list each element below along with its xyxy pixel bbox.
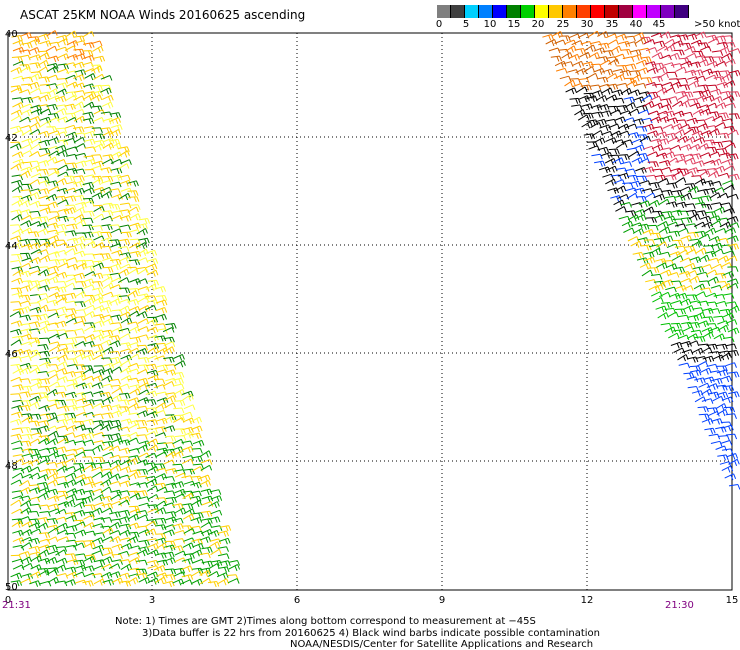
- lat-label: 40: [5, 29, 18, 40]
- map-title: ASCAT 25KM NOAA Winds 20160625 ascending: [20, 8, 306, 22]
- colorbar-label: 25: [556, 19, 570, 30]
- lon-label: 6: [294, 595, 300, 606]
- colorbar-label: 5: [462, 19, 470, 30]
- colorbar-cell: [563, 5, 577, 18]
- lat-label: 48: [5, 461, 18, 472]
- colorbar-cell: [661, 5, 675, 18]
- colorbar-cell: [465, 5, 479, 18]
- lon-label: 15: [726, 595, 739, 606]
- colorbar-label: 30: [580, 19, 594, 30]
- colorbar-cell: [605, 5, 619, 18]
- colorbar-cell: [507, 5, 521, 18]
- time-label-right: 21:30: [665, 600, 694, 611]
- colorbar-label: 15: [507, 19, 521, 30]
- colorbar-label: 20: [531, 19, 545, 30]
- lon-label: 12: [581, 595, 594, 606]
- lat-label: 44: [5, 241, 18, 252]
- colorbar-cell: [591, 5, 605, 18]
- colorbar-cell: [619, 5, 633, 18]
- colorbar-cell: [633, 5, 647, 18]
- colorbar-labels: 0 5 10 15 20 25 30 35 40 45 >50 knots: [435, 19, 740, 31]
- map-frame: [7, 32, 733, 591]
- colorbar-label: 35: [605, 19, 619, 30]
- colorbar-label: 0: [435, 19, 443, 30]
- colorbar-cell: [479, 5, 493, 18]
- grid-lines: [8, 33, 732, 590]
- colorbar-label: >50 knots: [694, 19, 740, 30]
- lat-label: 50: [5, 582, 18, 593]
- lat-label: 42: [5, 133, 18, 144]
- colorbar-cell: [437, 5, 451, 18]
- note-line-2: 3)Data buffer is 22 hrs from 20160625 4)…: [142, 628, 600, 639]
- wind-swaths: [9, 30, 740, 588]
- axis-labels: 40 42 44 46 48 50 0 3 6 9 12 15 21:31 21:30: [2, 29, 738, 611]
- colorbar-label: 40: [629, 19, 643, 30]
- colorbar-cell: [675, 5, 689, 18]
- wind-speed-colorbar: [437, 5, 689, 18]
- note-line-3: NOAA/NESDIS/Center for Satellite Applica…: [290, 639, 594, 650]
- colorbar-cell: [521, 5, 535, 18]
- lon-label: 3: [149, 595, 155, 606]
- colorbar-cell: [451, 5, 465, 18]
- colorbar-cell: [535, 5, 549, 18]
- colorbar-cell: [577, 5, 591, 18]
- colorbar-label: 10: [483, 19, 497, 30]
- note-line-1: Note: 1) Times are GMT 2)Times along bot…: [115, 616, 536, 627]
- lon-label: 9: [439, 595, 445, 606]
- lon-label: 0: [5, 595, 11, 606]
- lat-label: 46: [5, 349, 18, 360]
- colorbar-label: 45: [652, 19, 666, 30]
- colorbar-cell: [647, 5, 661, 18]
- time-label-left: 21:31: [2, 600, 31, 611]
- colorbar-cell: [493, 5, 507, 18]
- colorbar-cell: [549, 5, 563, 18]
